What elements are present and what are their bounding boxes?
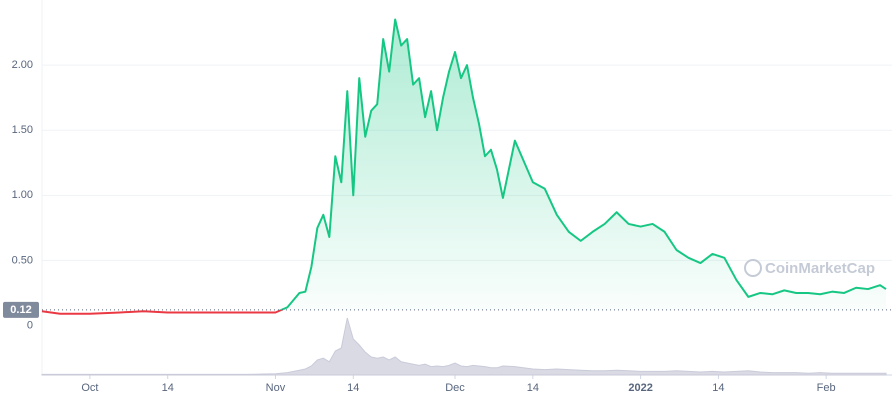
x-tick-label: Nov (266, 382, 286, 394)
y-tick-label: 1.00 (12, 189, 33, 201)
watermark: CoinMarketCap (765, 260, 875, 277)
reference-label-box (3, 301, 39, 318)
x-tick-label: Oct (81, 382, 98, 394)
x-tick-label: 14 (162, 382, 174, 394)
x-tick-label: 14 (712, 382, 724, 394)
y-tick-label: 1.50 (12, 124, 33, 136)
y-tick-label: 2.00 (12, 59, 33, 71)
x-tick-label: 14 (347, 382, 359, 394)
reference-label: 0.12 (10, 304, 31, 316)
watermark-logo (744, 259, 762, 277)
x-tick-label: Dec (445, 382, 465, 394)
y-tick-label: 0 (27, 319, 33, 331)
price-line (278, 18, 887, 310)
price-area (281, 19, 887, 310)
x-tick-label: 14 (527, 382, 539, 394)
x-tick-label: Feb (817, 382, 836, 394)
x-tick-label: 2022 (628, 382, 652, 394)
volume-area (41, 317, 887, 376)
y-tick-label: 0.50 (12, 254, 33, 266)
